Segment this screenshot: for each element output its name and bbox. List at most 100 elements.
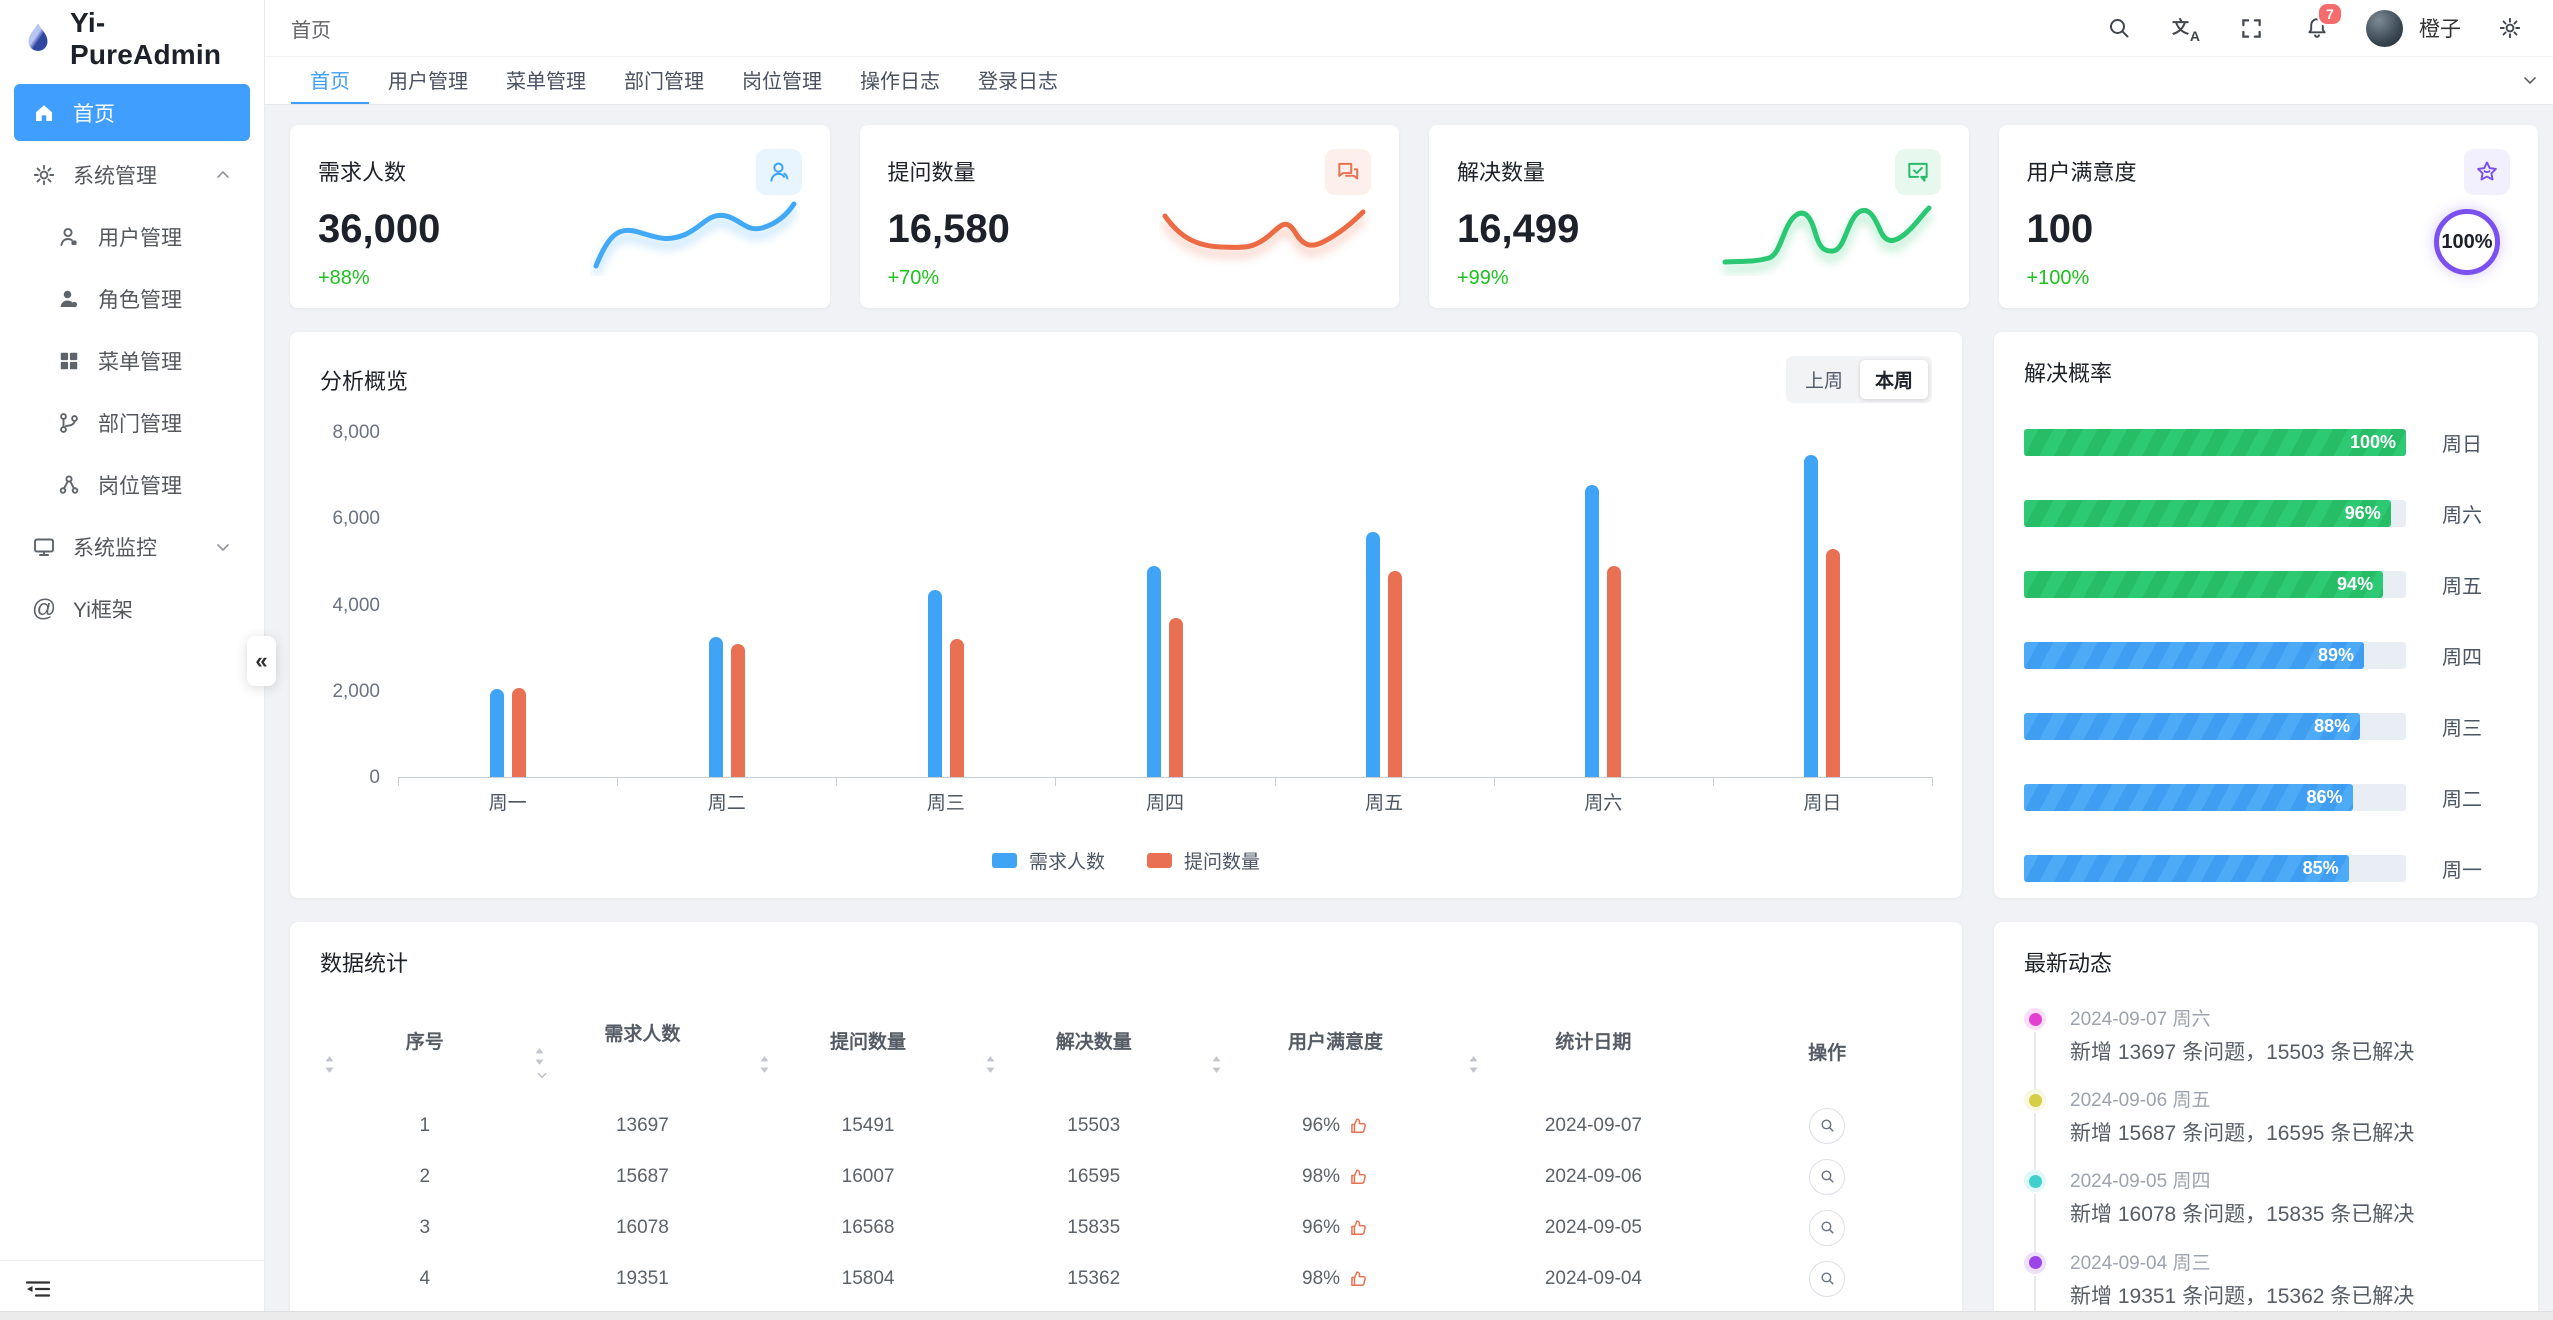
water-drop-logo-icon <box>20 21 56 57</box>
tab-department-management[interactable]: 部门管理 <box>624 71 704 93</box>
timeline-text: 新增 15687 条问题，16595 条已解决 <box>2070 1122 2415 1146</box>
progress-fill: 100% <box>2024 429 2406 456</box>
sidebar-collapse-handle[interactable]: « <box>247 636 276 686</box>
view-detail-button[interactable] <box>1809 1209 1846 1246</box>
stat-delta: +100% <box>2026 267 2090 289</box>
tab-user-management[interactable]: 用户管理 <box>388 71 468 93</box>
bar-group <box>617 433 836 777</box>
bar-需求人数[interactable] <box>927 589 942 777</box>
cell-questions: 16568 <box>841 1216 895 1238</box>
bar-提问数量[interactable] <box>511 687 526 777</box>
column-header-date[interactable]: 统计日期 <box>1464 1002 1722 1100</box>
sidebar-item-yi-framework[interactable]: @ Yi框架 <box>14 580 250 637</box>
bar-提问数量[interactable] <box>1826 549 1841 777</box>
bar-需求人数[interactable] <box>1366 531 1381 777</box>
horizontal-scrollbar[interactable] <box>0 1311 2553 1320</box>
sidebar-item-label: 部门管理 <box>98 412 182 436</box>
bar-提问数量[interactable] <box>1388 570 1403 777</box>
tab-home[interactable]: 首页 <box>291 57 369 104</box>
bar-提问数量[interactable] <box>949 639 964 777</box>
collapse-menu-icon[interactable] <box>24 1277 54 1303</box>
bell-icon[interactable]: 7 <box>2300 2 2343 45</box>
sidebar-item-user-management[interactable]: 用户管理 <box>14 208 250 265</box>
sidebar-item-menu-management[interactable]: 菜单管理 <box>14 332 250 389</box>
bar-需求人数[interactable] <box>708 637 723 777</box>
column-header-satisfaction[interactable]: 用户满意度 <box>1207 1002 1465 1100</box>
sparkline-orange <box>1162 209 1366 250</box>
x-axis-labels: 周一 周二 周三 周四 周五 周六 周日 <box>398 788 1932 815</box>
this-week-button[interactable]: 本周 <box>1859 360 1928 399</box>
fullscreen-icon[interactable] <box>2234 11 2268 45</box>
cell-demand: 16078 <box>615 1216 669 1238</box>
sort-icon[interactable] <box>984 1054 997 1075</box>
sort-icon[interactable] <box>323 1054 336 1075</box>
last-week-button[interactable]: 上周 <box>1804 371 1843 392</box>
stat-value: 16,499 <box>1457 207 1580 251</box>
tab-login-log[interactable]: 登录日志 <box>978 71 1058 93</box>
cell-questions: 15804 <box>841 1267 895 1289</box>
user-icon <box>755 149 802 195</box>
sidebar-item-label: Yi框架 <box>73 598 133 622</box>
sidebar: Yi-PureAdmin 首页 系统管理 <box>0 0 276 1320</box>
sort-icon[interactable] <box>1467 1054 1480 1075</box>
cell-questions: 16007 <box>841 1165 895 1187</box>
column-header-questions[interactable]: 提问数量 <box>755 1002 981 1100</box>
sort-icon[interactable] <box>1210 1054 1223 1075</box>
column-header-demand[interactable]: 需求人数 <box>530 1002 756 1100</box>
avatar[interactable] <box>2366 9 2403 47</box>
timeline-item: 2024-09-04 周三 新增 19351 条问题，15362 条已解决 <box>2024 1248 2508 1320</box>
bar-需求人数[interactable] <box>1585 484 1600 777</box>
legend-item-demand[interactable]: 需求人数 <box>991 847 1105 874</box>
bar-需求人数[interactable] <box>489 688 504 777</box>
brand-logo[interactable]: Yi-PureAdmin <box>0 0 264 78</box>
x-axis-label: 周日 <box>1803 793 1842 814</box>
search-icon[interactable] <box>2102 11 2136 45</box>
username[interactable]: 橙子 <box>2419 18 2461 41</box>
tab-post-management[interactable]: 岗位管理 <box>742 71 822 93</box>
bar-需求人数[interactable] <box>1804 454 1819 777</box>
bar-提问数量[interactable] <box>1168 617 1183 777</box>
view-detail-button[interactable] <box>1809 1107 1846 1144</box>
tab-operation-log[interactable]: 操作日志 <box>860 71 940 93</box>
bar-提问数量[interactable] <box>1607 566 1622 777</box>
tab-bar: 首页 用户管理 菜单管理 部门管理 岗位管理 操作日志 登录日志 <box>265 57 2553 105</box>
sidebar-item-system-monitor[interactable]: 系统监控 <box>14 518 250 575</box>
bar-需求人数[interactable] <box>1146 566 1161 777</box>
sidebar-item-role-management[interactable]: 角色管理 <box>14 270 250 327</box>
y-axis-tick: 2,000 <box>332 680 380 702</box>
x-axis-tick <box>1055 777 1057 786</box>
legend-item-questions[interactable]: 提问数量 <box>1147 847 1260 874</box>
sidebar-item-home[interactable]: 首页 <box>14 84 250 141</box>
bar-提问数量[interactable] <box>730 643 745 777</box>
x-axis-tick <box>1274 777 1276 786</box>
sidebar-item-system-management[interactable]: 系统管理 <box>14 146 250 203</box>
tab-overflow-chevron-icon[interactable] <box>2507 57 2553 103</box>
settings-gear-icon[interactable] <box>2493 11 2527 45</box>
column-header-solved[interactable]: 解决数量 <box>981 1002 1207 1100</box>
cell-index: 1 <box>419 1114 431 1136</box>
sidebar-item-post-management[interactable]: 岗位管理 <box>14 456 250 513</box>
sidebar-item-label: 角色管理 <box>98 288 182 312</box>
filter-chevron-icon[interactable] <box>534 1067 550 1083</box>
sort-icon[interactable] <box>758 1054 771 1075</box>
stat-card-solved: 解决数量 16,499 +99% <box>1429 125 1969 308</box>
sort-icon[interactable] <box>533 1046 546 1067</box>
legend-swatch-orange <box>1147 853 1172 868</box>
progress-fill: 94% <box>2024 571 2384 598</box>
stat-delta: +70% <box>887 267 940 289</box>
column-header-index[interactable]: 序号 <box>320 1002 530 1100</box>
view-detail-button[interactable] <box>1809 1260 1846 1297</box>
progress-row: 94% 周五 <box>2024 570 2508 599</box>
timeline-dot <box>2028 1093 2042 1107</box>
cell-solved: 15835 <box>1067 1216 1121 1238</box>
view-detail-button[interactable] <box>1809 1158 1846 1195</box>
sidebar-item-department-management[interactable]: 部门管理 <box>14 394 250 451</box>
y-axis-tick: 8,000 <box>332 422 380 443</box>
solve-rate-rows: 100% 周日 96% 周六 94% 周五 89% <box>2024 428 2508 883</box>
bar-chart: 8,000 6,000 4,000 2,000 0 周一 周二 周三 周四 周五 周六 周日 <box>320 422 1933 874</box>
tab-menu-management[interactable]: 菜单管理 <box>506 71 586 93</box>
star-icon <box>2464 149 2510 195</box>
breadcrumb[interactable]: 首页 <box>291 19 331 42</box>
